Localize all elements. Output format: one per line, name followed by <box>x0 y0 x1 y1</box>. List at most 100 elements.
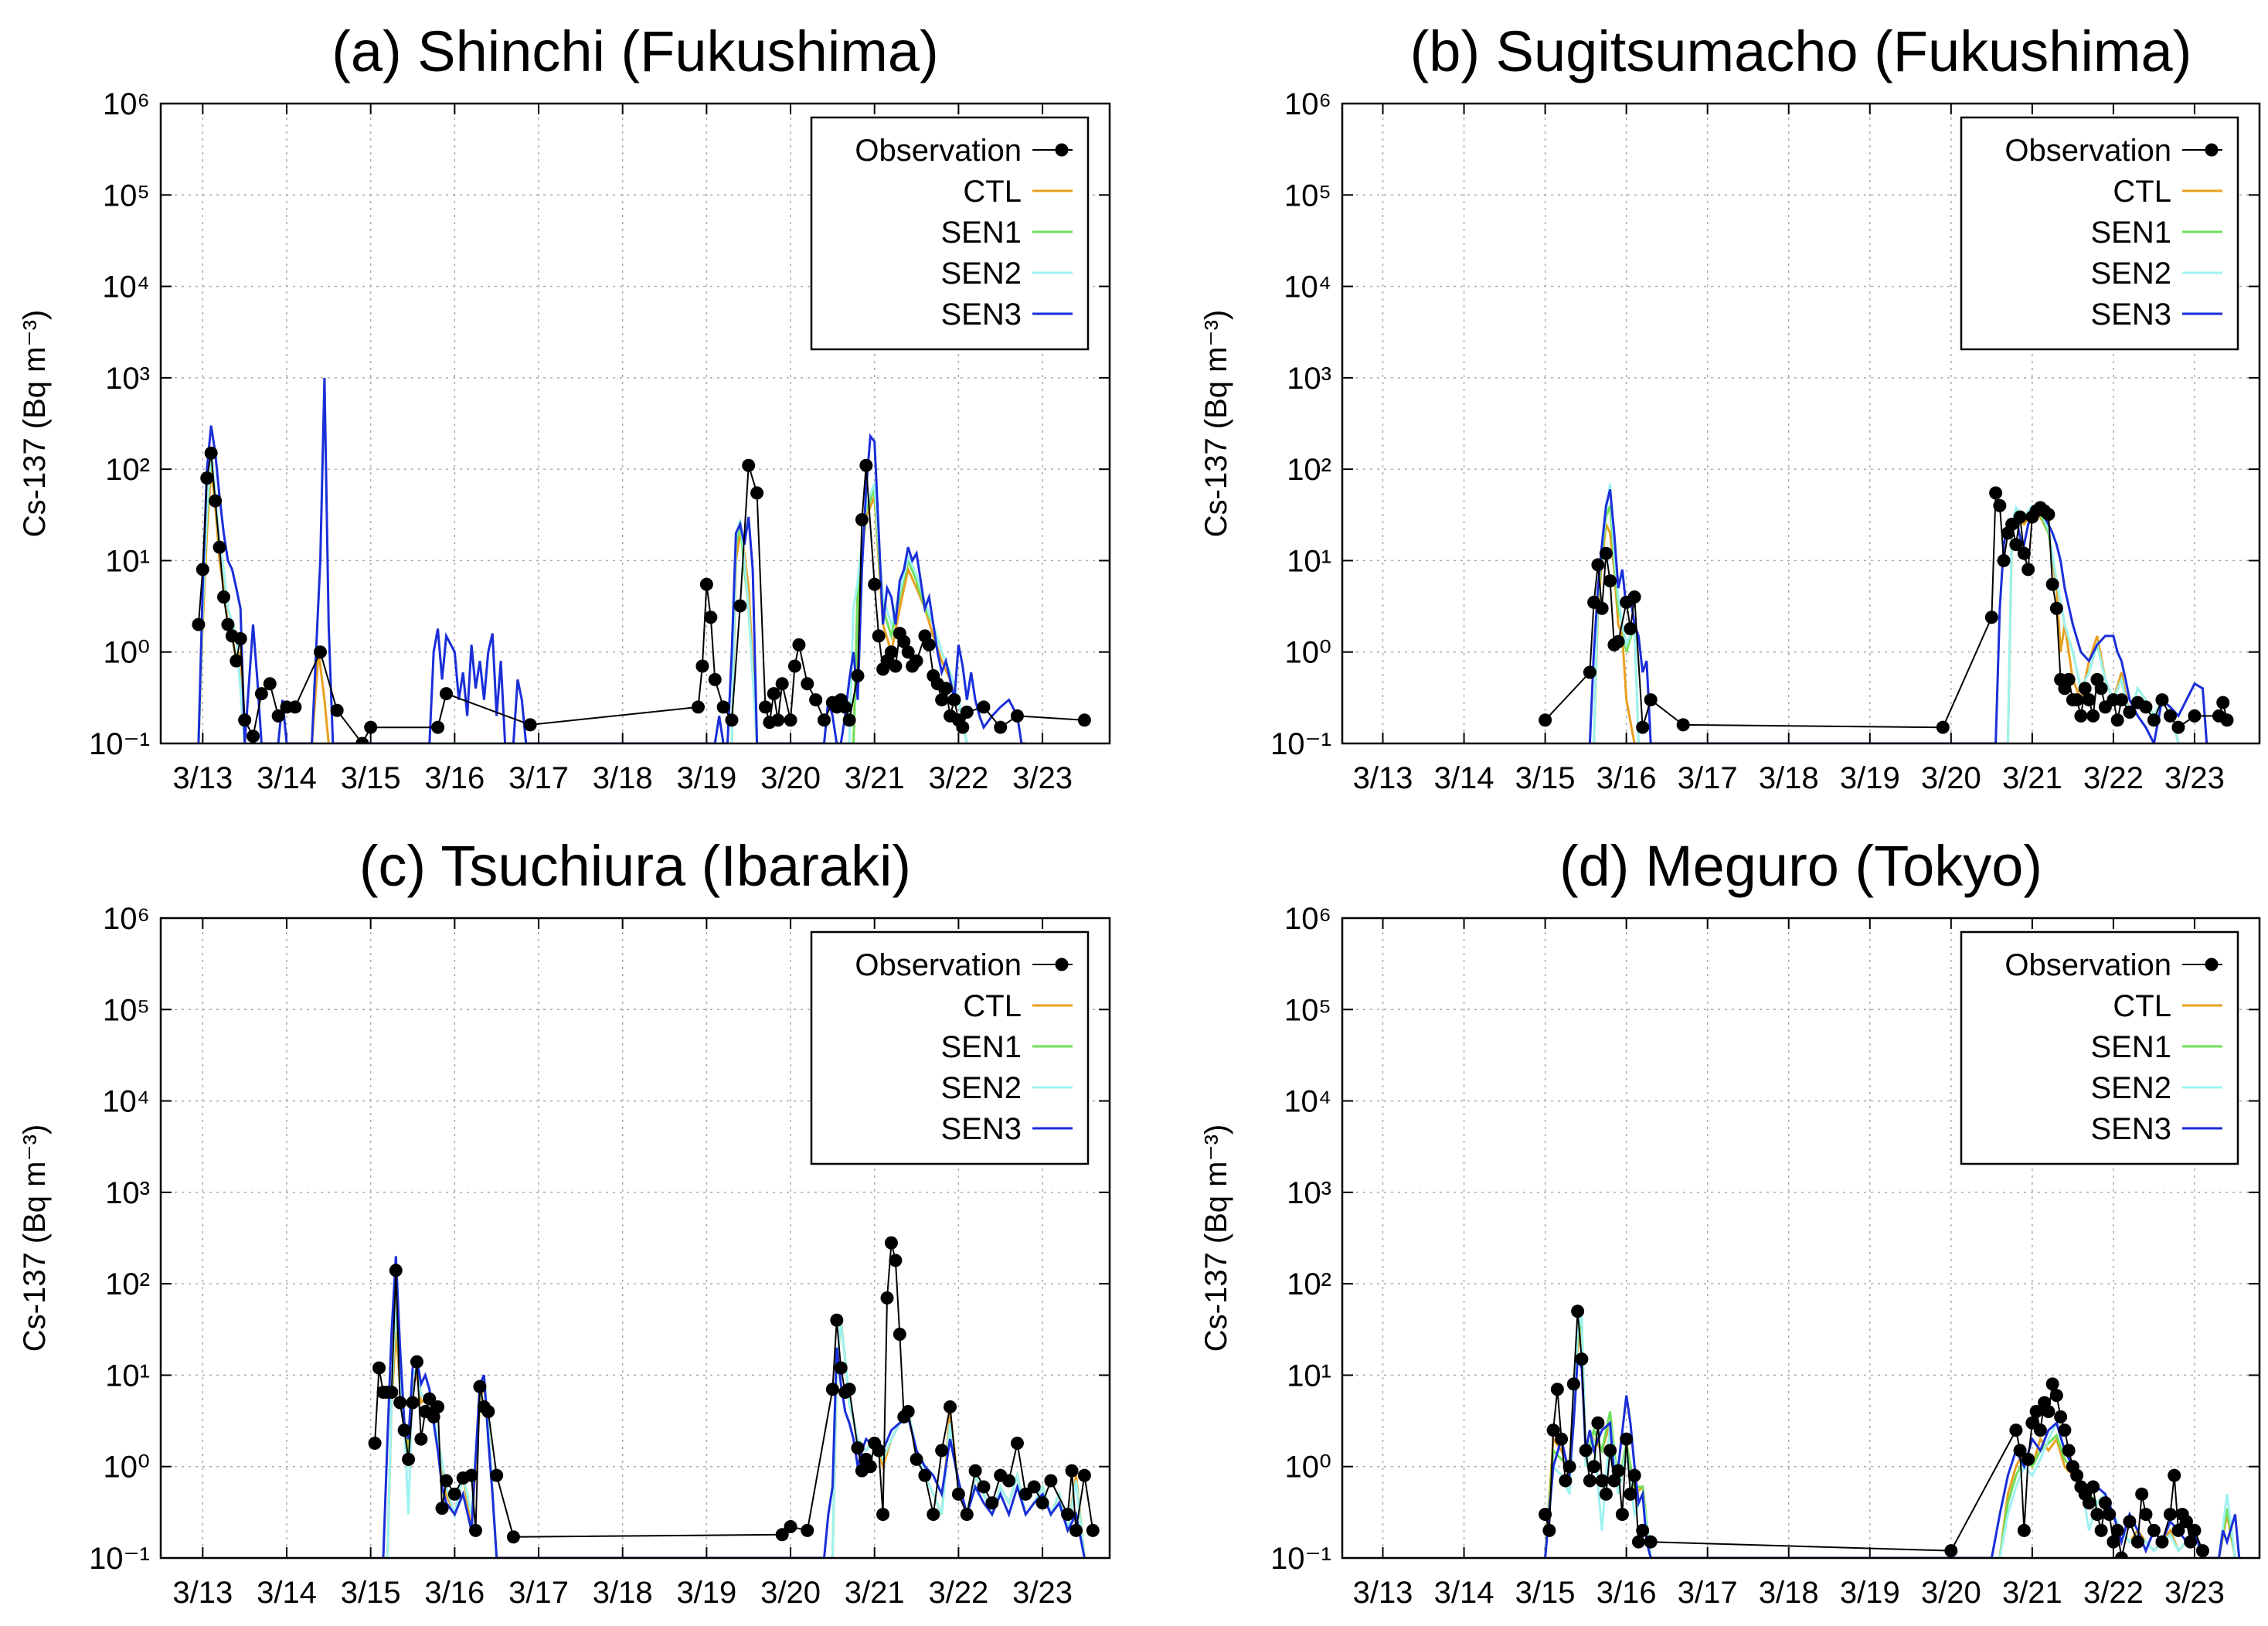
observation-point <box>2171 1523 2185 1537</box>
observation-point <box>1595 601 1609 615</box>
observation-point <box>910 654 923 668</box>
observation-point <box>2062 1444 2076 1458</box>
x-tick-label: 3/15 <box>341 761 401 795</box>
series-line-sen3 <box>197 377 1026 743</box>
observation-point <box>884 1236 898 1250</box>
observation-point <box>939 682 953 696</box>
observation-point <box>2098 1496 2112 1510</box>
legend-label-ctl: CTL <box>963 175 1022 209</box>
y-tick-label: 10³ <box>105 1176 150 1210</box>
observation-point <box>859 458 873 472</box>
observation-point <box>725 713 739 727</box>
observation-point <box>2070 693 2084 707</box>
y-tick-label: 10⁶ <box>1284 902 1331 936</box>
series-line-observation <box>374 1243 1094 1538</box>
x-tick-label: 3/13 <box>1353 1576 1413 1610</box>
y-tick-label: 10⁻¹ <box>1270 727 1331 761</box>
observation-point <box>2163 1508 2177 1522</box>
observation-point <box>2114 693 2128 707</box>
observation-point <box>209 494 223 508</box>
observation-point <box>435 1502 449 1515</box>
observation-point <box>439 1474 453 1488</box>
y-tick-label: 10¹ <box>1287 1359 1331 1393</box>
x-tick-label: 3/14 <box>257 761 317 795</box>
observation-point <box>2147 1523 2161 1537</box>
x-tick-label: 3/18 <box>1759 1576 1819 1610</box>
y-tick-label: 10³ <box>105 362 150 396</box>
observation-point <box>2188 709 2202 723</box>
observation-point <box>2021 1452 2035 1466</box>
x-tick-label: 3/20 <box>1921 761 1981 795</box>
y-tick-label: 10² <box>105 453 150 487</box>
observation-point <box>2110 713 2124 727</box>
observation-point <box>397 1424 411 1437</box>
observation-point <box>784 713 797 727</box>
observation-point <box>889 659 903 673</box>
observation-point <box>254 687 268 701</box>
x-tick-label: 3/21 <box>845 1576 905 1610</box>
legend-marker <box>1055 143 1069 157</box>
x-tick-label: 3/21 <box>845 761 905 795</box>
observation-point <box>901 645 915 659</box>
observation-point <box>447 1487 461 1501</box>
x-tick-label: 3/15 <box>341 1576 401 1610</box>
y-tick-label: 10⁴ <box>102 270 150 304</box>
y-axis-label: Cs-137 (Bq m⁻³) <box>18 1124 52 1352</box>
observation-point <box>364 720 378 734</box>
observation-point <box>469 1523 483 1537</box>
observation-point <box>2139 1508 2153 1522</box>
observation-point <box>238 713 252 727</box>
y-tick-label: 10⁵ <box>1284 179 1331 213</box>
observation-point <box>2195 1544 2209 1558</box>
y-tick-label: 10⁵ <box>103 179 150 213</box>
observation-point <box>944 1400 957 1413</box>
observation-point <box>1595 1474 1609 1488</box>
y-tick-label: 10⁻¹ <box>89 727 150 761</box>
observation-point <box>410 1355 423 1369</box>
observation-point <box>704 611 718 624</box>
observation-point <box>2042 508 2055 522</box>
x-tick-label: 3/19 <box>1840 1576 1900 1610</box>
observation-point <box>2106 1535 2120 1549</box>
observation-point <box>775 677 789 691</box>
observation-point <box>2086 709 2100 723</box>
observation-point <box>825 1383 839 1396</box>
observation-point <box>1599 546 1613 560</box>
observation-point <box>427 1410 440 1424</box>
observation-point <box>2049 601 2063 615</box>
observation-point <box>271 709 285 723</box>
observation-point <box>1010 709 1024 723</box>
observation-point <box>784 1519 797 1533</box>
observation-point <box>2017 1523 2031 1537</box>
observation-point <box>1061 1508 1075 1522</box>
observation-point <box>750 486 764 500</box>
observation-point <box>1624 1487 1637 1501</box>
observation-point <box>1611 1464 1625 1478</box>
legend-label-sen2: SEN2 <box>941 257 1022 291</box>
x-tick-label: 3/15 <box>1515 761 1576 795</box>
observation-point <box>1077 1468 1091 1482</box>
plot-frame <box>1341 102 2261 745</box>
observation-point <box>221 617 235 631</box>
plot-frame <box>159 102 1111 745</box>
observation-point <box>2009 538 2023 552</box>
y-tick-label: 10⁰ <box>103 1451 150 1485</box>
observation-point <box>2094 1523 2108 1537</box>
observation-point <box>1997 553 2011 567</box>
x-tick-label: 3/20 <box>1921 1576 1981 1610</box>
observation-point <box>842 713 856 727</box>
observation-point <box>2114 1551 2128 1558</box>
legend: Observation CTL SEN1 SEN2 SEN3 <box>1960 930 2239 1165</box>
observation-point <box>2110 1523 2124 1537</box>
y-axis-label: Cs-137 (Bq m⁻³) <box>1199 310 1233 538</box>
series-line-sen3 <box>382 1256 1086 1558</box>
observation-point <box>414 1432 428 1446</box>
x-tick-label: 3/22 <box>2083 761 2144 795</box>
observation-point <box>263 677 277 691</box>
observation-point <box>1559 1474 1573 1488</box>
observation-point <box>2021 563 2035 577</box>
legend-label-sen2: SEN2 <box>2091 1071 2172 1105</box>
observation-point <box>2179 1515 2193 1529</box>
observation-point <box>1566 1377 1580 1391</box>
observation-point <box>1676 718 1690 732</box>
